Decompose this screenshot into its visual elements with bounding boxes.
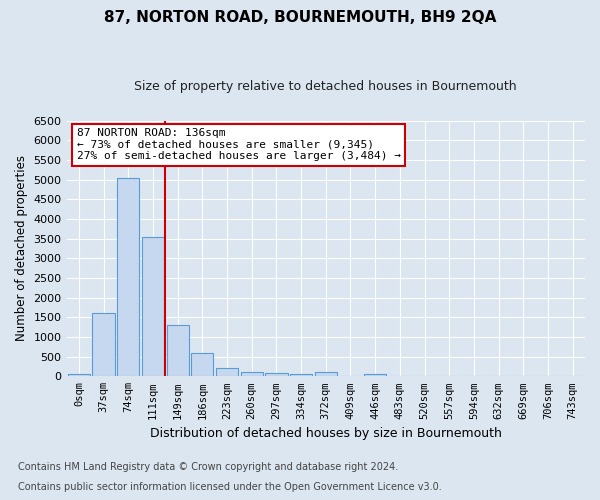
X-axis label: Distribution of detached houses by size in Bournemouth: Distribution of detached houses by size …	[150, 427, 502, 440]
Bar	[68, 374, 90, 376]
Text: Contains HM Land Registry data © Crown copyright and database right 2024.: Contains HM Land Registry data © Crown c…	[18, 462, 398, 472]
Bar	[290, 374, 312, 376]
Bar	[216, 368, 238, 376]
Bar	[191, 352, 214, 376]
Y-axis label: Number of detached properties: Number of detached properties	[15, 156, 28, 342]
Bar	[142, 236, 164, 376]
Bar	[117, 178, 139, 376]
Title: Size of property relative to detached houses in Bournemouth: Size of property relative to detached ho…	[134, 80, 517, 93]
Bar	[364, 374, 386, 376]
Bar	[167, 325, 189, 376]
Text: 87, NORTON ROAD, BOURNEMOUTH, BH9 2QA: 87, NORTON ROAD, BOURNEMOUTH, BH9 2QA	[104, 10, 496, 25]
Bar	[265, 373, 287, 376]
Bar	[314, 372, 337, 376]
Bar	[92, 314, 115, 376]
Bar	[241, 372, 263, 376]
Text: Contains public sector information licensed under the Open Government Licence v3: Contains public sector information licen…	[18, 482, 442, 492]
Text: 87 NORTON ROAD: 136sqm
← 73% of detached houses are smaller (9,345)
27% of semi-: 87 NORTON ROAD: 136sqm ← 73% of detached…	[77, 128, 401, 162]
